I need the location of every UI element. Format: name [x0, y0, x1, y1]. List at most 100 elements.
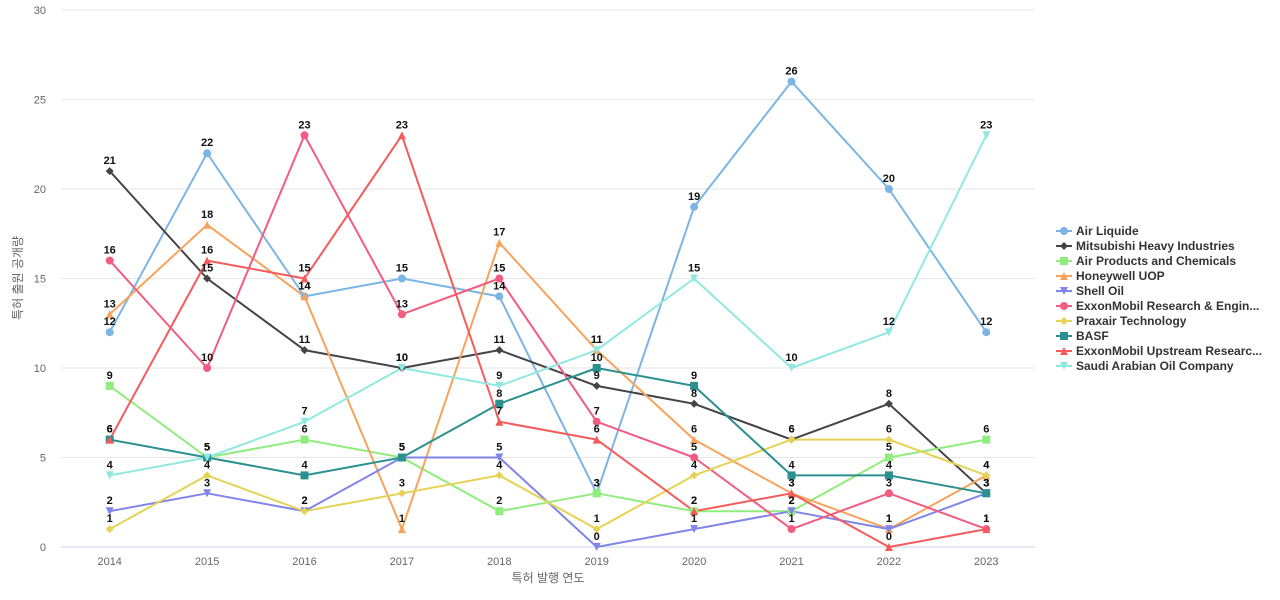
legend-item[interactable]: ExxonMobil Research & Engin...	[1056, 299, 1259, 313]
data-point-marker[interactable]	[592, 543, 601, 551]
data-point-marker[interactable]	[884, 525, 893, 534]
data-point-marker[interactable]	[105, 310, 114, 319]
data-point-marker[interactable]	[495, 507, 504, 516]
data-point-marker[interactable]	[495, 417, 504, 426]
data-point-marker[interactable]	[495, 274, 504, 283]
data-point-marker[interactable]	[690, 399, 699, 408]
data-point-marker[interactable]	[105, 256, 114, 265]
data-point-marker[interactable]	[884, 489, 893, 498]
series-line-0[interactable]	[108, 80, 988, 495]
data-point-marker[interactable]	[105, 435, 114, 444]
series-line-7[interactable]	[109, 367, 987, 495]
data-point-marker[interactable]	[690, 525, 699, 534]
data-point-marker[interactable]	[495, 238, 504, 247]
legend-item[interactable]: Praxair Technology	[1056, 314, 1187, 328]
data-point-marker[interactable]	[203, 364, 212, 372]
data-point-marker[interactable]	[787, 489, 796, 498]
legend-item[interactable]: ExxonMobil Upstream Researc...	[1056, 344, 1262, 358]
series-line-2[interactable]	[109, 385, 987, 513]
data-point-marker[interactable]	[300, 274, 309, 283]
legend-item[interactable]: Mitsubishi Heavy Industries	[1056, 239, 1235, 253]
legend-item[interactable]: Shell Oil	[1056, 284, 1124, 298]
data-point-marker[interactable]	[397, 525, 406, 534]
data-point-marker[interactable]	[300, 292, 309, 301]
data-point-marker[interactable]	[495, 399, 504, 408]
data-point-marker[interactable]	[495, 453, 504, 462]
data-point-marker[interactable]	[203, 274, 212, 283]
data-point-marker[interactable]	[105, 328, 114, 337]
data-point-marker[interactable]	[203, 489, 212, 498]
data-point-marker[interactable]	[397, 131, 406, 140]
data-point-marker[interactable]	[982, 435, 991, 444]
data-point-marker[interactable]	[203, 471, 212, 480]
data-point-marker[interactable]	[495, 292, 504, 301]
data-point-marker[interactable]	[884, 453, 893, 462]
data-point-marker[interactable]	[105, 381, 114, 390]
data-point-marker[interactable]	[592, 364, 601, 372]
data-label: 1	[399, 513, 405, 525]
data-point-marker[interactable]	[884, 471, 893, 480]
data-point-marker[interactable]	[300, 507, 309, 516]
data-point-marker[interactable]	[300, 417, 309, 426]
data-point-marker[interactable]	[690, 381, 699, 390]
data-point-marker[interactable]	[203, 220, 212, 229]
data-point-marker[interactable]	[787, 507, 796, 516]
series-line-5[interactable]	[108, 134, 987, 531]
data-point-marker[interactable]	[787, 435, 796, 444]
data-point-marker[interactable]	[592, 525, 601, 534]
data-point-marker[interactable]	[300, 131, 309, 140]
data-point-marker[interactable]	[105, 471, 114, 480]
legend-item[interactable]: Air Products and Chemicals	[1056, 254, 1236, 268]
data-point-marker[interactable]	[592, 489, 601, 498]
data-point-marker[interactable]	[690, 507, 699, 516]
data-point-marker[interactable]	[690, 453, 699, 462]
data-point-marker[interactable]	[300, 471, 309, 480]
data-point-marker[interactable]	[397, 364, 406, 372]
series-line-6[interactable]	[109, 438, 987, 531]
data-point-marker[interactable]	[690, 471, 699, 480]
data-point-marker[interactable]	[203, 149, 212, 158]
data-point-marker[interactable]	[397, 489, 406, 498]
data-point-marker[interactable]	[690, 274, 699, 283]
data-point-marker[interactable]	[884, 185, 893, 193]
legend-item[interactable]: Air Liquide	[1056, 224, 1139, 238]
data-point-marker[interactable]	[495, 346, 504, 355]
data-point-marker[interactable]	[884, 328, 893, 337]
data-point-marker[interactable]	[982, 328, 991, 337]
data-point-marker[interactable]	[105, 167, 114, 176]
data-point-marker[interactable]	[787, 364, 796, 372]
series-line-3[interactable]	[109, 223, 987, 531]
data-point-marker[interactable]	[787, 77, 796, 86]
data-point-marker[interactable]	[592, 346, 601, 355]
data-point-marker[interactable]	[397, 310, 406, 319]
series-line-9[interactable]	[109, 134, 988, 477]
data-point-marker[interactable]	[982, 525, 991, 534]
legend-item[interactable]: Honeywell UOP	[1056, 269, 1165, 283]
data-point-marker[interactable]	[787, 525, 796, 534]
data-point-marker[interactable]	[495, 381, 504, 390]
legend-item[interactable]: Saudi Arabian Oil Company	[1056, 359, 1234, 373]
legend-item[interactable]: BASF	[1056, 329, 1109, 343]
data-point-marker[interactable]	[397, 453, 406, 462]
data-point-marker[interactable]	[884, 543, 893, 551]
data-point-marker[interactable]	[592, 435, 601, 444]
data-point-marker[interactable]	[203, 256, 212, 265]
data-point-marker[interactable]	[690, 202, 699, 211]
data-point-marker[interactable]	[105, 507, 114, 516]
data-point-marker[interactable]	[592, 381, 601, 390]
data-point-marker[interactable]	[982, 471, 991, 480]
series-line-8[interactable]	[108, 134, 987, 548]
data-point-marker[interactable]	[592, 417, 601, 426]
data-point-marker[interactable]	[203, 453, 212, 462]
data-point-marker[interactable]	[982, 489, 991, 498]
data-point-marker[interactable]	[884, 435, 893, 444]
data-point-marker[interactable]	[787, 471, 796, 480]
data-point-marker[interactable]	[884, 399, 893, 408]
data-point-marker[interactable]	[300, 346, 309, 355]
data-point-marker[interactable]	[495, 471, 504, 480]
data-point-marker[interactable]	[105, 525, 114, 534]
data-point-marker[interactable]	[982, 131, 991, 140]
data-point-marker[interactable]	[397, 274, 406, 283]
data-point-marker[interactable]	[690, 435, 699, 444]
data-point-marker[interactable]	[300, 435, 309, 444]
